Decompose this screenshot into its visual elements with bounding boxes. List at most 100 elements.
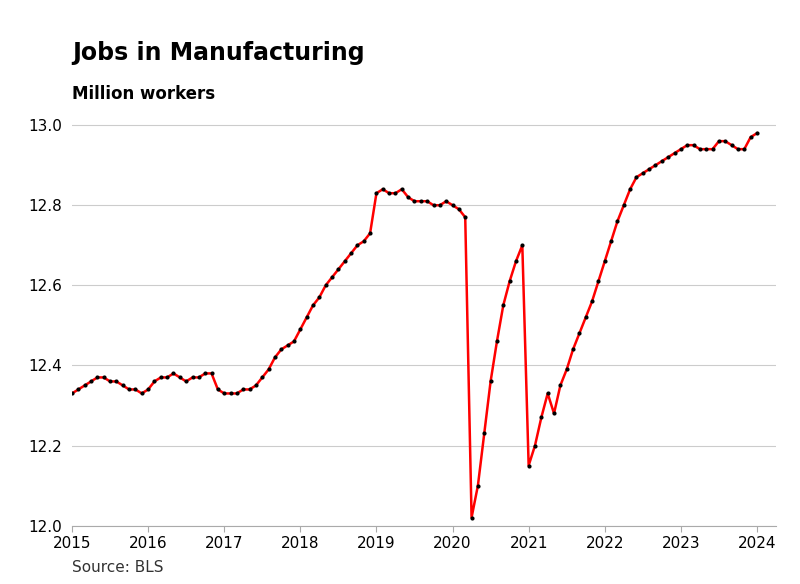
Point bbox=[66, 389, 78, 398]
Point bbox=[726, 141, 738, 150]
Point bbox=[306, 301, 319, 310]
Point bbox=[135, 389, 148, 398]
Point bbox=[624, 185, 637, 194]
Point bbox=[471, 481, 484, 490]
Point bbox=[662, 152, 674, 162]
Point bbox=[161, 373, 174, 382]
Point bbox=[129, 385, 142, 394]
Point bbox=[332, 265, 345, 274]
Point bbox=[218, 389, 230, 398]
Point bbox=[687, 141, 700, 150]
Point bbox=[282, 340, 294, 350]
Point bbox=[548, 409, 561, 418]
Point bbox=[611, 217, 624, 226]
Point bbox=[649, 161, 662, 170]
Point bbox=[605, 237, 618, 246]
Point bbox=[376, 185, 389, 194]
Point bbox=[637, 169, 650, 178]
Point bbox=[243, 385, 256, 394]
Point bbox=[237, 385, 250, 394]
Point bbox=[516, 241, 529, 250]
Point bbox=[85, 377, 98, 386]
Point bbox=[116, 381, 129, 390]
Point bbox=[167, 369, 180, 378]
Point bbox=[713, 137, 726, 146]
Point bbox=[313, 293, 326, 302]
Point bbox=[453, 204, 466, 214]
Point bbox=[579, 312, 592, 322]
Point bbox=[198, 369, 211, 378]
Point bbox=[370, 189, 383, 198]
Point bbox=[269, 353, 282, 362]
Point bbox=[490, 337, 503, 346]
Point bbox=[300, 312, 313, 322]
Point bbox=[503, 277, 516, 286]
Point bbox=[148, 377, 161, 386]
Point bbox=[440, 197, 453, 206]
Point bbox=[719, 137, 732, 146]
Text: Source: BLS: Source: BLS bbox=[72, 560, 163, 575]
Point bbox=[180, 377, 193, 386]
Point bbox=[618, 200, 630, 210]
Point bbox=[358, 237, 370, 246]
Point bbox=[434, 200, 446, 210]
Point bbox=[319, 281, 332, 290]
Point bbox=[104, 377, 117, 386]
Point bbox=[211, 385, 224, 394]
Point bbox=[478, 429, 490, 438]
Point bbox=[738, 144, 750, 154]
Point bbox=[193, 373, 206, 382]
Point bbox=[542, 389, 554, 398]
Point bbox=[522, 461, 535, 470]
Point bbox=[294, 325, 306, 334]
Point bbox=[586, 297, 598, 306]
Point bbox=[345, 249, 358, 258]
Point bbox=[529, 441, 542, 450]
Point bbox=[174, 373, 186, 382]
Point bbox=[566, 345, 579, 354]
Point bbox=[72, 385, 85, 394]
Point bbox=[287, 337, 300, 346]
Point bbox=[642, 165, 655, 174]
Point bbox=[408, 197, 421, 206]
Point bbox=[78, 381, 91, 390]
Point bbox=[326, 273, 338, 282]
Point bbox=[262, 365, 275, 374]
Point bbox=[110, 377, 122, 386]
Point bbox=[700, 144, 713, 154]
Point bbox=[275, 345, 288, 354]
Point bbox=[389, 189, 402, 198]
Point bbox=[395, 185, 408, 194]
Point bbox=[674, 144, 687, 154]
Point bbox=[459, 213, 472, 222]
Point bbox=[427, 200, 440, 210]
Text: Million workers: Million workers bbox=[72, 85, 215, 103]
Point bbox=[142, 385, 154, 394]
Point bbox=[497, 301, 510, 310]
Point bbox=[694, 144, 706, 154]
Point bbox=[560, 365, 573, 374]
Point bbox=[592, 277, 605, 286]
Point bbox=[402, 193, 414, 202]
Point bbox=[122, 385, 135, 394]
Point bbox=[535, 413, 548, 422]
Point bbox=[224, 389, 237, 398]
Point bbox=[554, 381, 566, 390]
Point bbox=[598, 256, 611, 266]
Point bbox=[414, 197, 427, 206]
Point bbox=[655, 157, 668, 166]
Point bbox=[573, 329, 586, 338]
Point bbox=[98, 373, 110, 382]
Point bbox=[744, 133, 757, 142]
Point bbox=[186, 373, 199, 382]
Point bbox=[250, 381, 262, 390]
Point bbox=[731, 144, 744, 154]
Point bbox=[351, 241, 364, 250]
Point bbox=[706, 144, 719, 154]
Point bbox=[668, 148, 681, 158]
Point bbox=[750, 128, 763, 138]
Point bbox=[484, 377, 497, 386]
Point bbox=[510, 256, 522, 266]
Point bbox=[421, 197, 434, 206]
Point bbox=[230, 389, 243, 398]
